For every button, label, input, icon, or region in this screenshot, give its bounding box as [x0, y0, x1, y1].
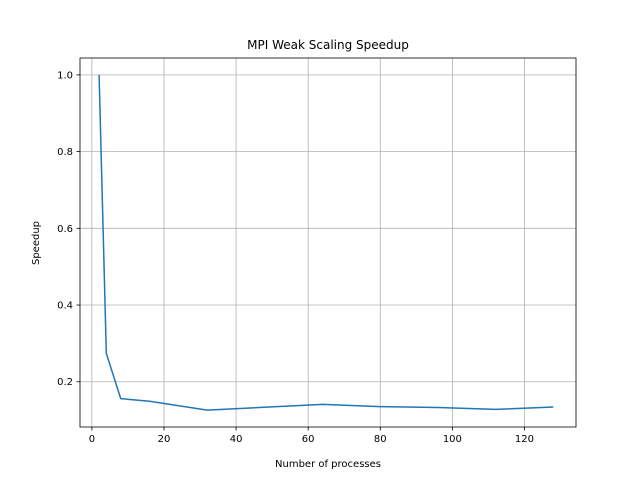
y-tick-label: 1.0: [57, 70, 73, 81]
x-tick-label: 100: [443, 434, 462, 445]
plot-frame: [79, 57, 577, 428]
x-tick-label: 40: [230, 434, 243, 445]
x-tick-label: 80: [374, 434, 387, 445]
series-line-0: [98, 74, 554, 411]
plot-lines: [98, 74, 554, 411]
grid: [80, 58, 576, 427]
x-tick-label: 120: [515, 434, 534, 445]
ticks: 0 20 40 60 80 100 120 0.2 0.4 0.6 0.8 1.0: [57, 70, 534, 445]
y-tick-label: 0.4: [57, 301, 73, 312]
x-axis-label: Number of processes: [275, 459, 381, 470]
y-axis-label: Speedup: [31, 221, 42, 265]
x-tick-label: 60: [302, 434, 315, 445]
x-tick-label: 0: [89, 434, 95, 445]
y-tick-label: 0.2: [57, 377, 73, 388]
y-tick-label: 0.8: [57, 147, 73, 158]
x-tick-label: 20: [158, 434, 171, 445]
y-tick-label: 0.6: [57, 224, 73, 235]
chart-title: MPI Weak Scaling Speedup: [247, 38, 409, 52]
